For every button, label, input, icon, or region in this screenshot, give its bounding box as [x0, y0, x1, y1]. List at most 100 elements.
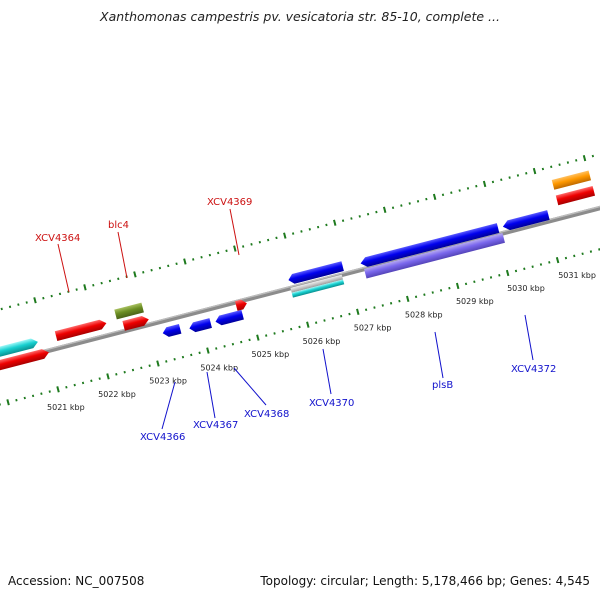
minor-tick — [240, 340, 243, 344]
accession-text: Accession: NC_007508 — [8, 574, 145, 588]
minor-tick — [323, 319, 326, 322]
minor-tick — [142, 271, 145, 274]
kbp-label: 5029 kbp — [456, 297, 494, 306]
gene-arrow-xcv4367[interactable] — [188, 318, 212, 333]
gene-label-xcv4372[interactable]: XCV4372 — [511, 364, 556, 375]
minor-tick — [0, 307, 3, 311]
gene-arrow[interactable] — [555, 185, 596, 206]
minor-tick — [348, 312, 351, 316]
map-title: Xanthomonas campestris pv. vesicatoria s… — [100, 9, 500, 24]
major-tick — [56, 386, 60, 393]
minor-tick — [231, 342, 235, 346]
minor-tick — [165, 360, 168, 363]
gene-arrow[interactable] — [359, 223, 500, 268]
minor-tick — [400, 204, 403, 207]
kbp-label: 5023 kbp — [149, 377, 187, 386]
gene-arrow-xcv4372[interactable] — [502, 210, 550, 231]
minor-tick — [23, 396, 26, 400]
gene-arrow-xcv4366[interactable] — [161, 323, 182, 338]
major-tick — [582, 154, 587, 162]
minor-tick — [531, 265, 534, 268]
minor-tick — [8, 305, 12, 309]
major-tick — [33, 297, 37, 304]
minor-tick — [573, 254, 576, 258]
minor-tick — [466, 187, 470, 190]
major-tick — [133, 271, 137, 278]
major-tick — [233, 245, 237, 252]
major-tick — [505, 269, 510, 277]
minor-tick — [339, 314, 343, 318]
minor-tick — [31, 394, 35, 398]
minor-tick — [223, 345, 226, 348]
minor-tick — [215, 347, 218, 350]
gene-arrow[interactable] — [0, 348, 50, 378]
minor-tick — [58, 292, 62, 296]
minor-tick — [258, 240, 261, 244]
minor-tick — [108, 279, 112, 283]
minor-tick — [40, 392, 43, 396]
kbp-label: 5028 kbp — [405, 310, 443, 319]
gene-arrow[interactable] — [287, 261, 344, 285]
minor-tick — [500, 178, 503, 182]
minor-tick — [248, 338, 251, 342]
minor-tick — [475, 184, 478, 188]
minor-tick — [150, 268, 153, 272]
major-tick — [555, 256, 560, 264]
minor-tick — [316, 225, 320, 229]
major-tick — [482, 180, 487, 188]
gene-arrow-xcv4368[interactable] — [214, 309, 244, 327]
gene-arrow[interactable] — [122, 315, 150, 331]
minor-tick — [589, 250, 593, 253]
gene-label-xcv4366[interactable]: XCV4366 — [140, 432, 185, 443]
minor-tick — [516, 174, 520, 177]
minor-tick — [591, 154, 595, 158]
minor-tick — [458, 189, 461, 192]
gene-arrow-xcv4364[interactable] — [54, 318, 108, 341]
major-tick — [206, 347, 210, 354]
minor-tick — [491, 180, 495, 184]
gene-arrow[interactable] — [0, 337, 39, 365]
gene-label-plsB[interactable]: plsB — [432, 380, 453, 391]
minor-tick — [17, 303, 20, 306]
minor-tick — [364, 308, 368, 312]
gene-label-xcv4369[interactable]: XCV4369 — [207, 197, 252, 208]
minor-tick — [325, 223, 328, 227]
gene-arrow-plsB[interactable] — [364, 233, 505, 279]
gene-label-xcv4364[interactable]: XCV4364 — [35, 233, 80, 244]
major-tick — [256, 334, 260, 341]
tick-track-bottom — [0, 248, 600, 406]
gene-arrow-xcv4369[interactable] — [235, 298, 248, 311]
minor-tick — [398, 299, 401, 303]
gene-label-xcv4370[interactable]: XCV4370 — [309, 398, 354, 409]
minor-tick — [42, 296, 45, 300]
gene-arrow[interactable] — [291, 279, 345, 298]
major-tick — [106, 373, 110, 380]
gene-arrow-blc4[interactable] — [114, 302, 144, 320]
minor-tick — [373, 306, 376, 309]
minor-tick — [381, 304, 384, 307]
minor-tick — [425, 197, 428, 201]
minor-tick — [200, 255, 203, 259]
minor-tick — [217, 251, 220, 255]
minor-tick — [416, 199, 420, 203]
gene-label-xcv4367[interactable]: XCV4367 — [193, 420, 238, 431]
minor-tick — [508, 176, 511, 179]
minor-tick — [358, 215, 361, 218]
gene-label-blc4[interactable]: blc4 — [108, 220, 129, 231]
major-tick — [283, 232, 287, 239]
gene-arrow-xcv4370[interactable] — [290, 274, 344, 293]
minor-tick — [175, 262, 178, 266]
minor-tick — [523, 267, 526, 271]
minor-tick — [148, 364, 151, 368]
minor-tick — [100, 281, 103, 285]
minor-tick — [158, 266, 162, 270]
minor-tick — [581, 252, 584, 256]
minor-tick — [73, 383, 76, 387]
minor-tick — [198, 351, 201, 355]
gene-arrow[interactable] — [551, 170, 592, 190]
minor-tick — [131, 368, 135, 372]
minor-tick — [575, 159, 578, 162]
minor-tick — [389, 301, 393, 305]
gene-label-xcv4368[interactable]: XCV4368 — [244, 409, 289, 420]
